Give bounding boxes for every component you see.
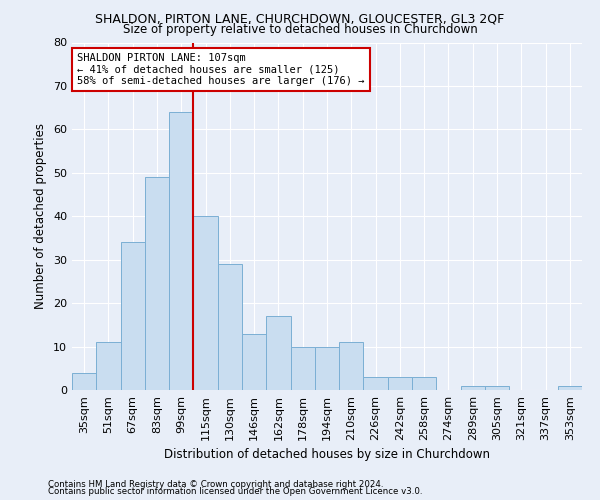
Bar bbox=[412, 377, 436, 390]
Bar bbox=[96, 342, 121, 390]
X-axis label: Distribution of detached houses by size in Churchdown: Distribution of detached houses by size … bbox=[164, 448, 490, 462]
Bar bbox=[169, 112, 193, 390]
Bar bbox=[218, 264, 242, 390]
Bar bbox=[388, 377, 412, 390]
Bar bbox=[339, 342, 364, 390]
Bar bbox=[364, 377, 388, 390]
Text: SHALDON, PIRTON LANE, CHURCHDOWN, GLOUCESTER, GL3 2QF: SHALDON, PIRTON LANE, CHURCHDOWN, GLOUCE… bbox=[95, 12, 505, 26]
Text: Contains public sector information licensed under the Open Government Licence v3: Contains public sector information licen… bbox=[48, 487, 422, 496]
Text: SHALDON PIRTON LANE: 107sqm
← 41% of detached houses are smaller (125)
58% of se: SHALDON PIRTON LANE: 107sqm ← 41% of det… bbox=[77, 53, 365, 86]
Bar bbox=[461, 386, 485, 390]
Bar bbox=[145, 177, 169, 390]
Bar bbox=[121, 242, 145, 390]
Bar bbox=[193, 216, 218, 390]
Bar bbox=[315, 346, 339, 390]
Text: Contains HM Land Registry data © Crown copyright and database right 2024.: Contains HM Land Registry data © Crown c… bbox=[48, 480, 383, 489]
Bar bbox=[485, 386, 509, 390]
Y-axis label: Number of detached properties: Number of detached properties bbox=[34, 123, 47, 309]
Text: Size of property relative to detached houses in Churchdown: Size of property relative to detached ho… bbox=[122, 22, 478, 36]
Bar bbox=[290, 346, 315, 390]
Bar bbox=[266, 316, 290, 390]
Bar bbox=[242, 334, 266, 390]
Bar bbox=[558, 386, 582, 390]
Bar bbox=[72, 372, 96, 390]
